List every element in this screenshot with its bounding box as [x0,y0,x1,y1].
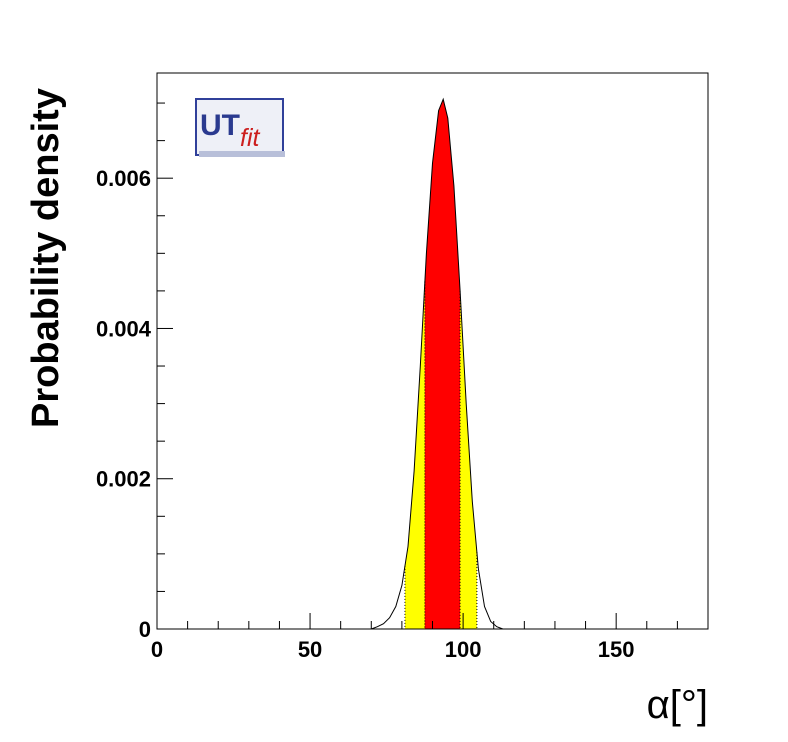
distribution-curve [371,97,504,630]
utfit-logo: UT fit [195,98,285,157]
x-tick-label: 50 [298,637,322,662]
x-tick-label: 150 [598,637,635,662]
x-axis: 0 50 100 150 [151,613,709,662]
y-tick-label: 0.006 [96,166,151,191]
logo-fit-text: fit [240,124,261,152]
y-tick-label: 0 [139,617,151,642]
y-tick-label: 0.002 [96,467,151,492]
y-axis: 0 0.002 0.004 0.006 [96,102,173,642]
y-axis-label: Probability density [25,88,67,428]
confidence-regions [404,99,478,630]
x-tick-label: 100 [445,637,482,662]
x-axis-label: α[°] [647,683,708,727]
region-68-band [424,99,461,630]
logo-ut-text: UT [200,109,240,142]
x-tick-label: 0 [151,637,163,662]
y-tick-label: 0.004 [96,316,152,341]
